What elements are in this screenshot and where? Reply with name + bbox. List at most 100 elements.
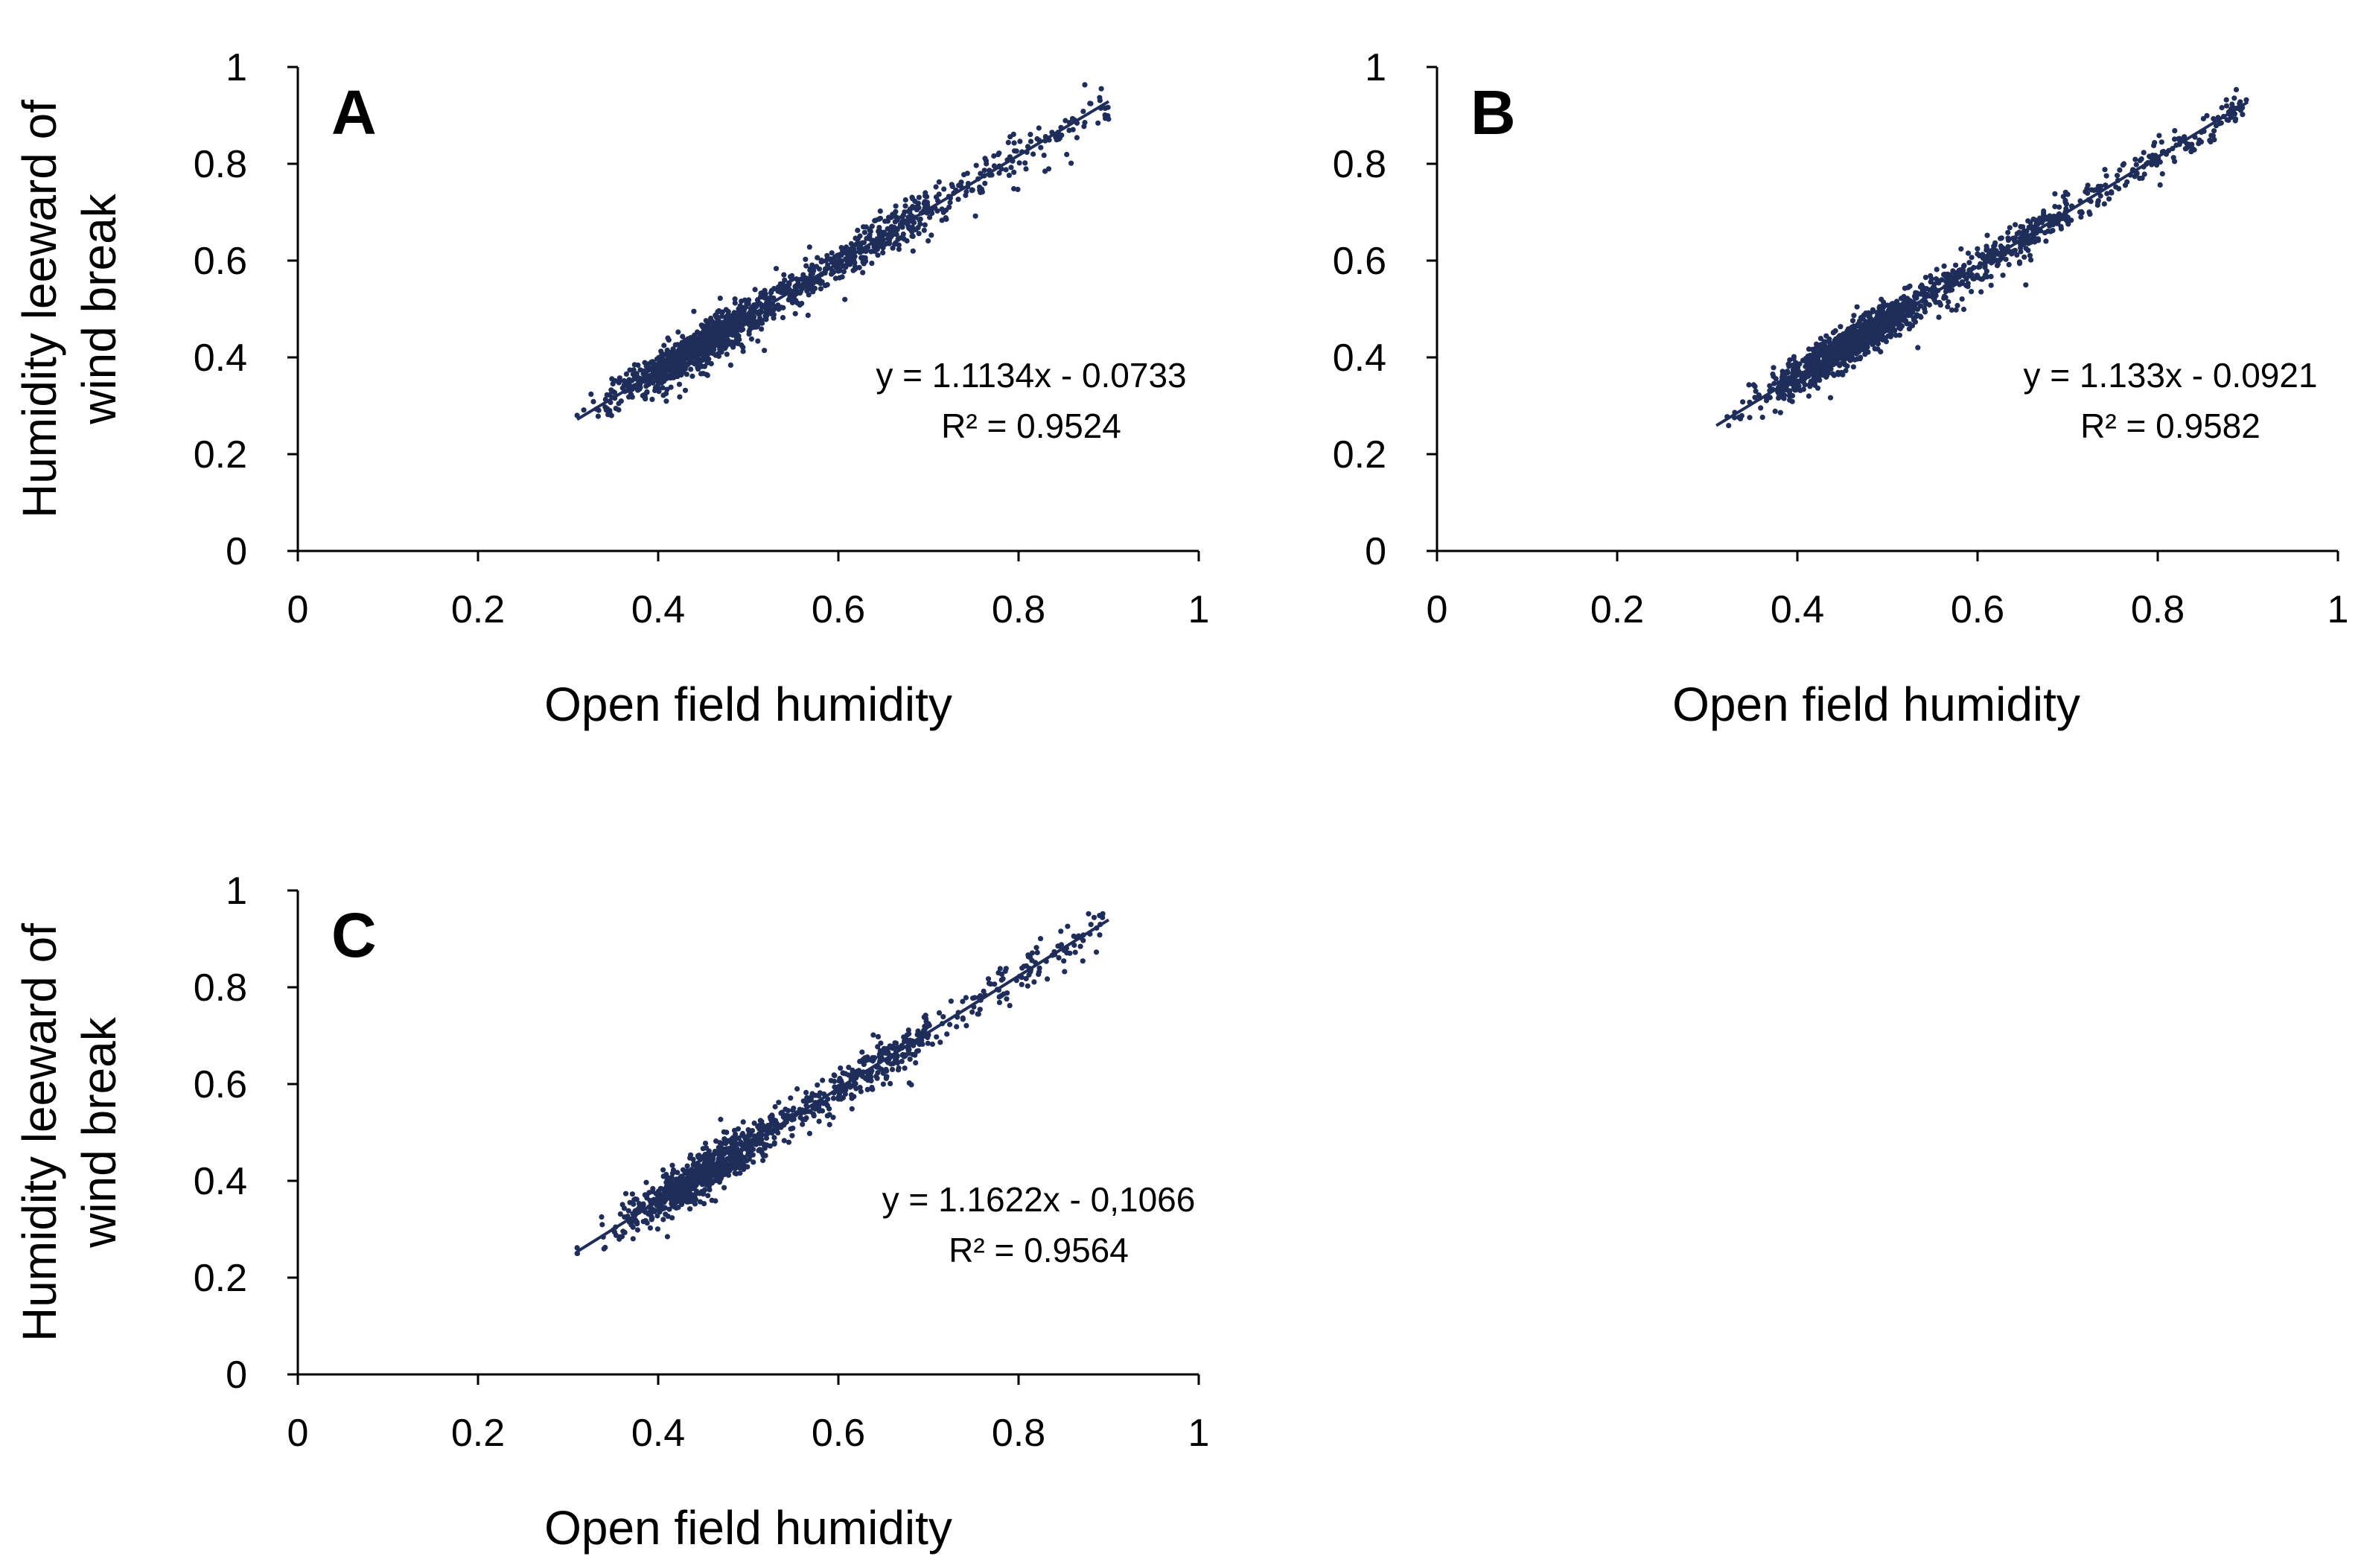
panel-a-x-tick-label: 0.8 bbox=[992, 588, 1045, 631]
panel-c-scatter-point bbox=[788, 1095, 794, 1101]
panel-a-scatter-point bbox=[806, 286, 812, 292]
panel-b-scatter-point bbox=[1960, 267, 1966, 273]
panel-c-scatter-point bbox=[832, 1078, 838, 1084]
panel-b-scatter-point bbox=[2101, 201, 2107, 207]
panel-b-trendline bbox=[1715, 101, 2249, 427]
panel-b-scatter-point bbox=[1984, 232, 1990, 238]
panel-a-scatter-point bbox=[887, 237, 893, 243]
panel-a-scatter-point bbox=[1057, 135, 1062, 141]
panel-c-scatter-point bbox=[736, 1154, 742, 1160]
panel-a-scatter-point bbox=[641, 369, 647, 375]
panel-b-scatter-point bbox=[2027, 220, 2033, 226]
panel-a-scatter-point bbox=[947, 200, 953, 205]
panel-a-scatter-point bbox=[700, 324, 706, 330]
panel-b-scatter-point bbox=[2016, 259, 2022, 265]
panel-a-scatter-point bbox=[749, 320, 755, 327]
panel-b-scatter-point bbox=[1858, 315, 1864, 321]
panel-a-scatter-point bbox=[856, 264, 862, 270]
panel-c-scatter-point bbox=[925, 1021, 931, 1027]
panel-b-scatter-point bbox=[1874, 310, 1880, 316]
panel-c-scatter-point bbox=[838, 1065, 844, 1071]
panel-a-scatter-point bbox=[824, 255, 831, 261]
panel-c-scatter-point bbox=[757, 1118, 763, 1124]
panel-c-scatter-point bbox=[947, 1022, 953, 1027]
panel-c-scatter-point bbox=[853, 1086, 859, 1091]
panel-c-scatter-point bbox=[627, 1199, 633, 1205]
panel-a-scatter-point bbox=[900, 231, 906, 238]
panel-c-scatter-point bbox=[849, 1106, 855, 1112]
panel-b-scatter-point bbox=[1924, 286, 1930, 292]
panel-a-y-tick-label: 0.2 bbox=[194, 433, 247, 477]
panel-c-scatter-point bbox=[998, 977, 1004, 983]
panel-b-scatter-point bbox=[1835, 354, 1841, 360]
panel-a-scatter-point bbox=[707, 346, 713, 353]
panel-b-scatter-point bbox=[1984, 245, 1989, 251]
panel-b-scatter-point bbox=[2097, 193, 2103, 199]
panel-b-scatter-point bbox=[1753, 388, 1759, 395]
panel-c-scatter-point bbox=[1029, 950, 1035, 956]
panel-a-scatter-point bbox=[816, 266, 823, 272]
panel-b-scatter-point bbox=[2233, 86, 2240, 92]
panel-a-scatter-point bbox=[777, 281, 783, 287]
panel-b-scatter-point bbox=[2229, 101, 2235, 107]
panel-a-scatter-point bbox=[763, 313, 770, 319]
panel-a-scatter-point bbox=[685, 336, 691, 342]
panel-b-scatter-point bbox=[1810, 369, 1816, 375]
panel-c-scatter-point bbox=[709, 1159, 715, 1165]
panel-c-scatter-point bbox=[697, 1199, 704, 1205]
panel-c-y-axis-title-line2: wind break bbox=[72, 1016, 126, 1249]
panel-a-trendline bbox=[576, 100, 1110, 421]
panel-b-scatter-point bbox=[1975, 246, 1981, 252]
panel-a-scatter-point bbox=[837, 267, 843, 273]
panel-a-scatter-point bbox=[851, 246, 857, 252]
panel-b-scatter-point bbox=[2184, 145, 2190, 151]
panel-c-scatter-point bbox=[721, 1172, 727, 1178]
panel-a-scatter-point bbox=[781, 272, 787, 278]
panel-a-scatter-point bbox=[929, 210, 935, 217]
panel-a-scatter-point bbox=[663, 372, 669, 378]
panel-a-scatter-point bbox=[921, 227, 927, 233]
panel-a-scatter-point bbox=[885, 214, 892, 220]
panel-c-scatter-point bbox=[678, 1176, 684, 1182]
panel-c-r-squared: R² = 0.9564 bbox=[949, 1231, 1129, 1269]
panel-c-scatter-point bbox=[703, 1145, 710, 1151]
panel-a-scatter-point bbox=[675, 329, 681, 335]
panel-c-scatter-point bbox=[820, 1077, 826, 1083]
panel-c-scatter-point bbox=[737, 1161, 743, 1167]
panel-c-scatter-point bbox=[808, 1097, 814, 1103]
panel-b-scatter-point bbox=[1922, 306, 1928, 312]
panel-c-scatter-point bbox=[717, 1140, 723, 1146]
panel-b-scatter-point bbox=[2213, 123, 2220, 129]
panel-a-scatter-point bbox=[590, 398, 596, 405]
panel-b-scatter-point bbox=[1897, 325, 1903, 332]
panel-a-scatter-point bbox=[925, 238, 931, 244]
panel-b-scatter-point bbox=[2157, 182, 2163, 188]
panel-a-scatter-point bbox=[1034, 136, 1040, 142]
panel-b-scatter-point bbox=[2224, 117, 2230, 123]
panel-c-scatter-point bbox=[769, 1120, 775, 1126]
panel-a-scatter-point bbox=[1011, 185, 1017, 192]
panel-b-scatter-point bbox=[2237, 99, 2243, 105]
panel-a-scatter-point bbox=[909, 194, 915, 200]
panel-b-scatter-point bbox=[1863, 310, 1869, 316]
panel-a-scatter-point bbox=[996, 170, 1002, 176]
panel-a-scatter-point bbox=[912, 198, 918, 204]
panel-b-scatter-point bbox=[2023, 246, 2029, 252]
panel-a-scatter-point bbox=[810, 264, 816, 270]
panel-c-scatter-point bbox=[679, 1192, 685, 1198]
panel-b-scatter-point bbox=[1974, 273, 1980, 278]
panel-c-equation: y = 1.1622x - 0,1066 bbox=[882, 1180, 1196, 1219]
panel-c-scatter-point bbox=[780, 1112, 786, 1118]
panel-a-scatter-point bbox=[778, 290, 784, 296]
panel-c-scatter-point bbox=[830, 1115, 836, 1121]
panel-a-scatter-point bbox=[723, 307, 729, 313]
panel-b-scatter-point bbox=[2115, 173, 2121, 179]
panel-c-scatter-point bbox=[811, 1113, 817, 1119]
panel-c-scatter-point bbox=[640, 1202, 646, 1208]
panel-a-scatter-point bbox=[859, 240, 865, 246]
panel-c-scatter-point bbox=[981, 988, 987, 994]
panel-c-scatter-point bbox=[837, 1094, 843, 1100]
panel-b-scatter-point bbox=[1771, 380, 1777, 386]
panel-b-scatter-point bbox=[2058, 223, 2064, 229]
panel-c-x-tick-label: 1 bbox=[1188, 1412, 1210, 1455]
